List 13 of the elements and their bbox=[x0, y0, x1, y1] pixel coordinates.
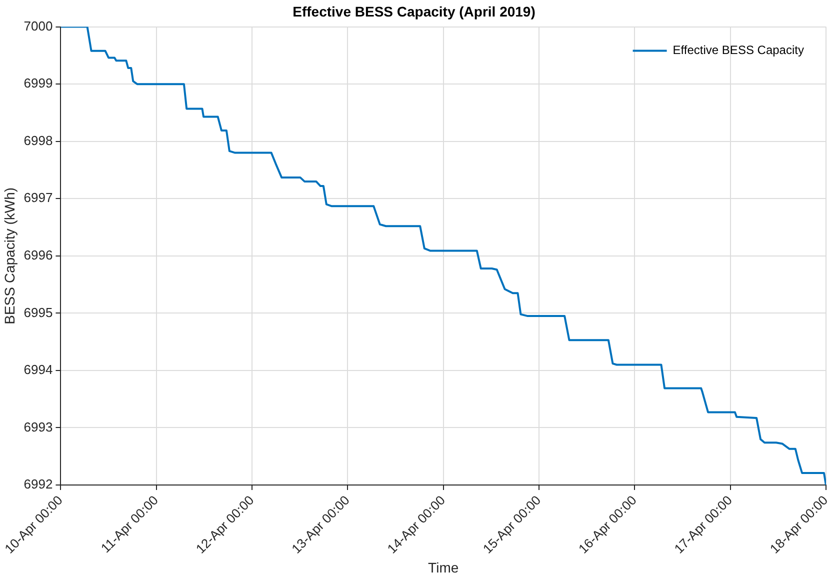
y-axis-title: BESS Capacity (kWh) bbox=[1, 187, 18, 324]
y-tick-label: 6995 bbox=[24, 304, 53, 320]
y-tick-label: 6996 bbox=[24, 247, 53, 262]
chart-title: Effective BESS Capacity (April 2019) bbox=[292, 3, 536, 20]
y-tick-label: 6999 bbox=[24, 76, 53, 91]
y-tick-label: 6998 bbox=[24, 132, 53, 148]
y-tick-label: 6993 bbox=[24, 419, 53, 434]
x-axis-title: Time bbox=[428, 559, 459, 576]
legend-label: Effective BESS Capacity bbox=[672, 43, 804, 58]
y-tick-label: 6997 bbox=[24, 190, 53, 206]
y-tick-label: 6994 bbox=[24, 362, 53, 378]
y-tick-label: 7000 bbox=[24, 18, 53, 34]
y-tick-label: 6992 bbox=[24, 476, 53, 492]
